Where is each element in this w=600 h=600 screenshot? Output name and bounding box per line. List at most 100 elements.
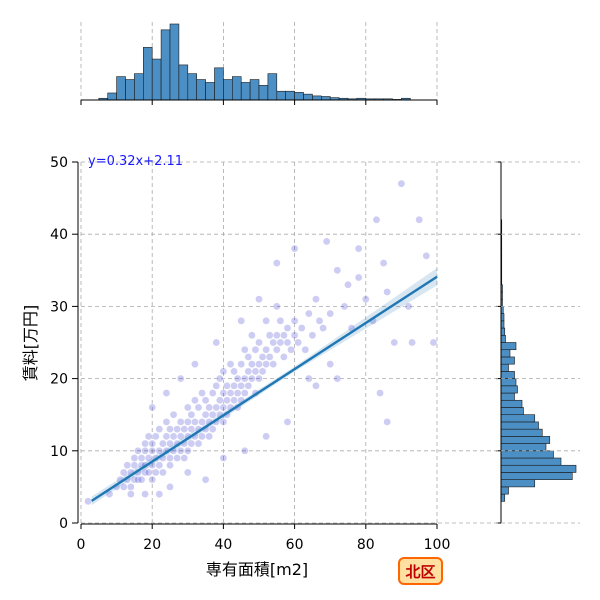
scatter-point xyxy=(127,490,135,498)
top-hist-bar xyxy=(312,95,322,101)
scatter-point xyxy=(212,338,221,347)
right-hist-bar xyxy=(500,385,518,394)
scatter-point xyxy=(148,403,156,412)
scatter-point xyxy=(219,367,228,376)
right-hist-bar xyxy=(500,342,517,351)
scatter-point xyxy=(194,403,203,412)
top-hist-bar xyxy=(107,92,117,101)
scatter-point xyxy=(233,389,242,397)
top-hist-bar xyxy=(151,58,162,101)
scatter-point xyxy=(240,374,249,383)
scatter-point xyxy=(166,461,174,470)
scatter-point xyxy=(84,497,92,506)
scatter-point xyxy=(262,317,270,325)
scatter-point xyxy=(230,382,238,390)
scatter-point xyxy=(155,490,164,498)
right-hist-bar xyxy=(500,479,536,488)
area-badge-label: 北区 xyxy=(405,563,435,581)
top-hist-bar xyxy=(116,76,126,101)
top-hist-bar xyxy=(294,92,304,101)
scatter-point xyxy=(237,382,245,390)
scatter-point xyxy=(212,403,221,412)
scatter-point xyxy=(183,446,192,455)
scatter-point xyxy=(297,324,306,332)
scatter-point xyxy=(333,374,342,383)
scatter-point xyxy=(422,252,431,260)
x-tick-label: 20 xyxy=(143,537,161,553)
scatter-points xyxy=(84,179,438,506)
scatter-point xyxy=(198,389,206,397)
scatter-point xyxy=(322,237,331,246)
scatter-point xyxy=(305,309,313,318)
top-hist-bar xyxy=(232,76,242,101)
scatter-point xyxy=(148,475,156,484)
top-hist-bar xyxy=(125,79,135,101)
right-hist-bar xyxy=(500,421,539,430)
y-tick-label: 40 xyxy=(50,227,68,243)
y-tick-label: 20 xyxy=(50,372,68,388)
scatter-point xyxy=(212,382,221,390)
scatter-point xyxy=(244,353,253,361)
scatter-point xyxy=(127,483,135,491)
scatter-point xyxy=(205,403,213,412)
scatter-point xyxy=(283,418,292,426)
scatter-point xyxy=(272,345,281,354)
top-hist-bar xyxy=(205,82,215,101)
top-hist-bar xyxy=(169,23,180,101)
scatter-point xyxy=(194,439,203,448)
right-hist-bar xyxy=(500,428,543,437)
scatter-point xyxy=(151,468,160,477)
scatter-point xyxy=(219,389,228,397)
scatter-point xyxy=(191,396,199,405)
scatter-point xyxy=(176,374,185,383)
scatter-point xyxy=(166,483,174,491)
scatter-point xyxy=(237,360,245,368)
x-tick-label: 40 xyxy=(214,537,232,553)
top-hist-bar xyxy=(303,93,313,101)
top-hist-bar xyxy=(134,73,144,101)
regression-line xyxy=(91,275,438,502)
scatter-point xyxy=(169,410,178,419)
top-hist-bar xyxy=(249,79,260,101)
scatter-point xyxy=(283,338,292,347)
scatter-point xyxy=(383,418,391,426)
top-hist-bar xyxy=(196,79,206,101)
scatter-point xyxy=(272,302,281,311)
scatter-point xyxy=(262,360,270,368)
scatter-point xyxy=(237,317,245,325)
right-histogram xyxy=(496,161,577,524)
scatter-point xyxy=(408,338,416,347)
scatter-point xyxy=(326,309,335,318)
scatter-point xyxy=(219,454,228,462)
scatter-point xyxy=(183,418,192,426)
right-hist-bar xyxy=(500,378,517,387)
scatter-point xyxy=(208,389,217,397)
scatter-point xyxy=(180,454,189,462)
top-hist-bar xyxy=(240,82,251,101)
scatter-point xyxy=(151,432,160,441)
top-hist-bar xyxy=(320,96,331,101)
scatter-point xyxy=(233,374,242,383)
scatter-point xyxy=(255,295,263,303)
y-tick-label: 30 xyxy=(50,299,68,315)
scatter-point xyxy=(326,360,335,368)
top-hist-bar xyxy=(276,90,286,101)
scatter-point xyxy=(251,345,260,354)
confidence-band xyxy=(91,268,438,506)
scatter-point xyxy=(144,432,153,441)
scatter-point xyxy=(244,367,253,376)
scatter-point xyxy=(255,374,263,383)
scatter-point xyxy=(159,439,167,448)
scatter-point xyxy=(397,179,406,188)
scatter-point xyxy=(301,345,310,354)
scatter-point xyxy=(176,418,185,426)
scatter-point xyxy=(290,317,299,325)
scatter-point xyxy=(166,454,174,462)
scatter-point xyxy=(315,317,324,325)
scatter-point xyxy=(162,418,171,426)
scatter-point xyxy=(354,244,363,253)
scatter-point xyxy=(258,353,267,361)
scatter-point xyxy=(141,439,149,448)
scatter-point xyxy=(308,331,317,340)
top-hist-bar xyxy=(285,90,295,101)
